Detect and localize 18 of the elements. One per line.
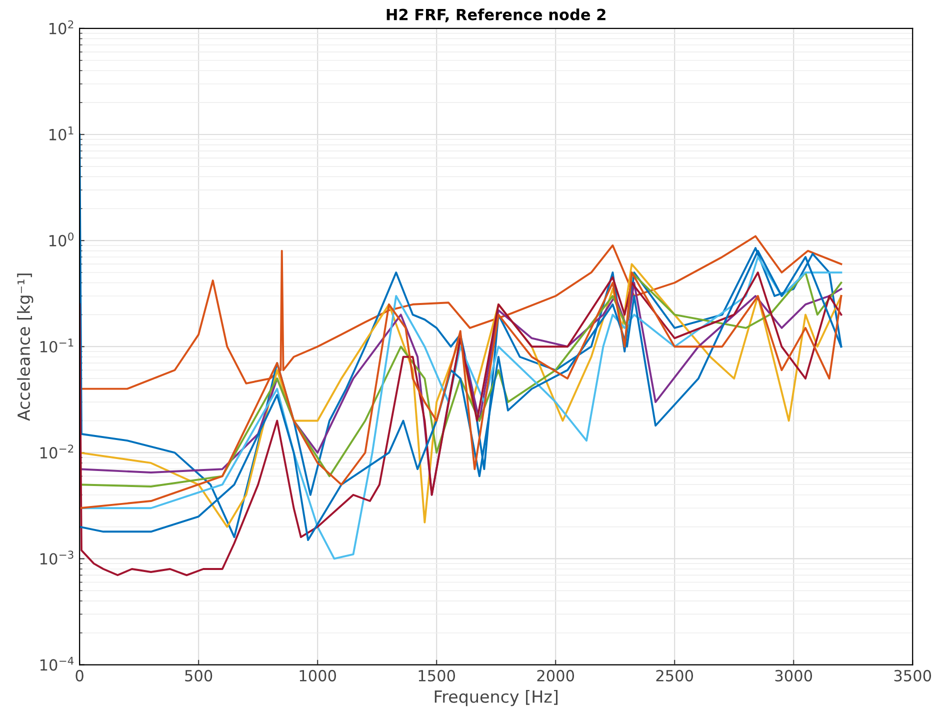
y-tick-label: 10$^{−4}$ xyxy=(40,656,74,671)
y-tick-label: 10$^{1}$ xyxy=(49,126,74,140)
y-axis-title: Acceleance [kg⁻¹] xyxy=(17,274,34,421)
x-tick-label: 0 xyxy=(76,670,84,682)
x-tick-label: 3500 xyxy=(894,670,932,682)
y-tick-label: 10$^{−2}$ xyxy=(40,444,74,459)
chart-title: H2 FRF, Reference node 2 xyxy=(386,8,606,22)
x-tick-label: 1000 xyxy=(300,670,336,682)
x-tick-label: 2500 xyxy=(656,670,694,682)
y-tick-label: 10$^{−1}$ xyxy=(40,338,74,353)
x-tick-label: 500 xyxy=(185,670,212,682)
x-tick-label: 2000 xyxy=(537,670,574,682)
x-tick-label: 1500 xyxy=(418,670,456,682)
y-tick-label: 10$^{2}$ xyxy=(49,20,74,34)
y-tick-label: 10$^{0}$ xyxy=(49,232,74,246)
x-axis-title: Frequency [Hz] xyxy=(434,690,558,706)
x-tick-label: 3000 xyxy=(775,670,812,682)
y-tick-label: 10$^{−3}$ xyxy=(40,550,74,565)
